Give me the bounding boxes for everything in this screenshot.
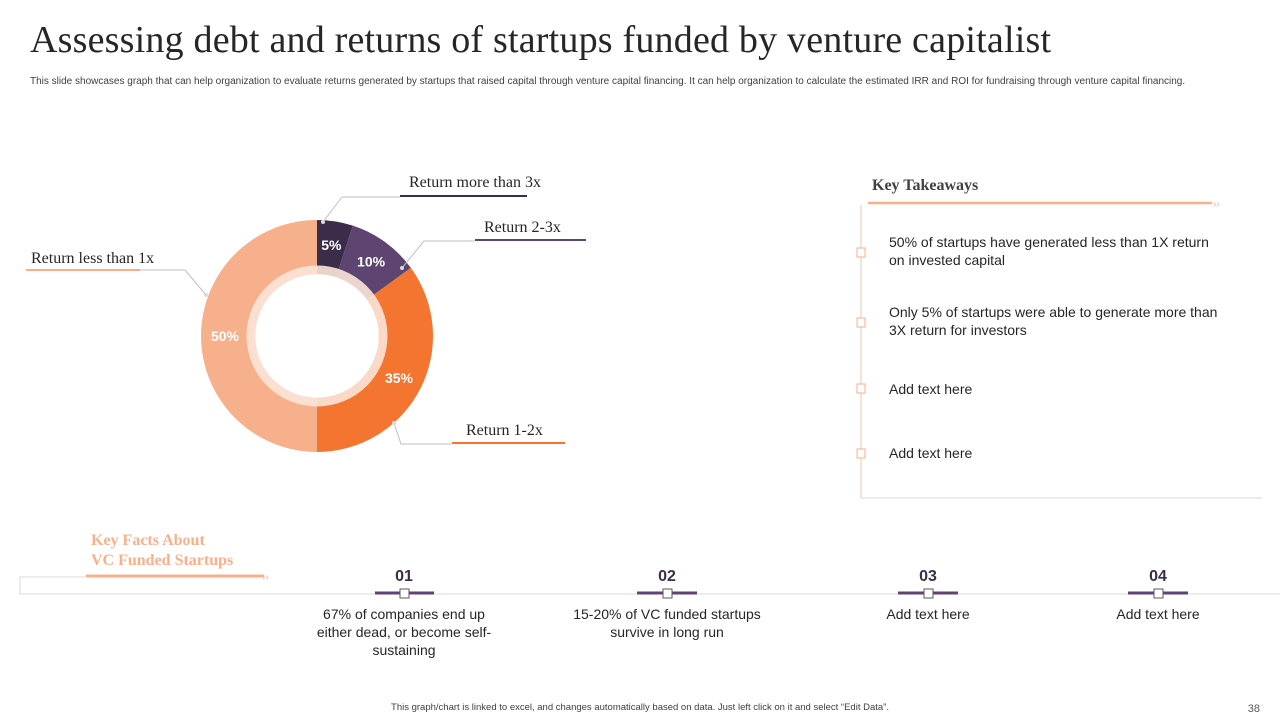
leader-line-more-than-3x bbox=[322, 196, 400, 223]
leader-line-2-3x bbox=[401, 240, 475, 269]
donut-slice-return-more-than-3x bbox=[317, 220, 353, 278]
fact-text-02: 15-20% of VC funded startups survive in … bbox=[573, 606, 761, 640]
key-takeaways-title: Key Takeaways bbox=[872, 177, 979, 194]
donut-value-label: 50% bbox=[211, 328, 240, 344]
footer-note: This graph/chart is linked to excel, and… bbox=[391, 702, 889, 713]
takeaway-item: 50% of startups have generated less than… bbox=[889, 234, 1209, 268]
takeaway-item: Add text here bbox=[889, 445, 973, 461]
key-facts-title: Key Facts About VC Funded Startups bbox=[91, 531, 233, 571]
fact-number-04: 04 bbox=[1149, 568, 1167, 585]
key-takeaways-frame: ›› bbox=[856, 199, 1262, 499]
fact-number-01: 01 bbox=[395, 568, 413, 585]
page-number: 38 bbox=[1247, 703, 1260, 715]
svg-text:››: ›› bbox=[262, 572, 269, 583]
fact-text-03: Add text here bbox=[886, 606, 970, 622]
donut-value-label: 35% bbox=[385, 370, 414, 386]
key-facts-title-line2: VC Funded Startups bbox=[91, 552, 234, 569]
fact-number-03: 03 bbox=[919, 568, 937, 585]
takeaway-item: Add text here bbox=[889, 381, 973, 397]
label-return-more-than-3x: Return more than 3x bbox=[409, 174, 541, 191]
label-return-1-2x: Return 1-2x bbox=[466, 422, 543, 439]
label-return-less-than-1x: Return less than 1x bbox=[31, 250, 155, 267]
svg-text:››: ›› bbox=[1213, 199, 1220, 210]
key-facts-title-line1: Key Facts About bbox=[91, 532, 205, 549]
key-facts-timeline: ›› bbox=[19, 572, 1280, 599]
page-title: Assessing debt and returns of startups f… bbox=[30, 19, 1052, 61]
label-return-2-3x: Return 2-3x bbox=[484, 219, 561, 236]
leader-line-less-than-1x bbox=[140, 269, 207, 296]
page-subtitle: This slide showcases graph that can help… bbox=[30, 76, 1186, 87]
takeaway-item: Only 5% of startups were able to generat… bbox=[889, 304, 1218, 338]
fact-text-04: Add text here bbox=[1116, 606, 1200, 622]
inner-ring bbox=[246, 265, 388, 407]
fact-text-01: 67% of companies end up either dead, or … bbox=[316, 606, 492, 658]
leader-line-1-2x bbox=[393, 422, 452, 445]
donut-value-label: 5% bbox=[321, 237, 342, 253]
fact-number-02: 02 bbox=[658, 568, 676, 585]
donut-value-label: 10% bbox=[357, 254, 386, 270]
